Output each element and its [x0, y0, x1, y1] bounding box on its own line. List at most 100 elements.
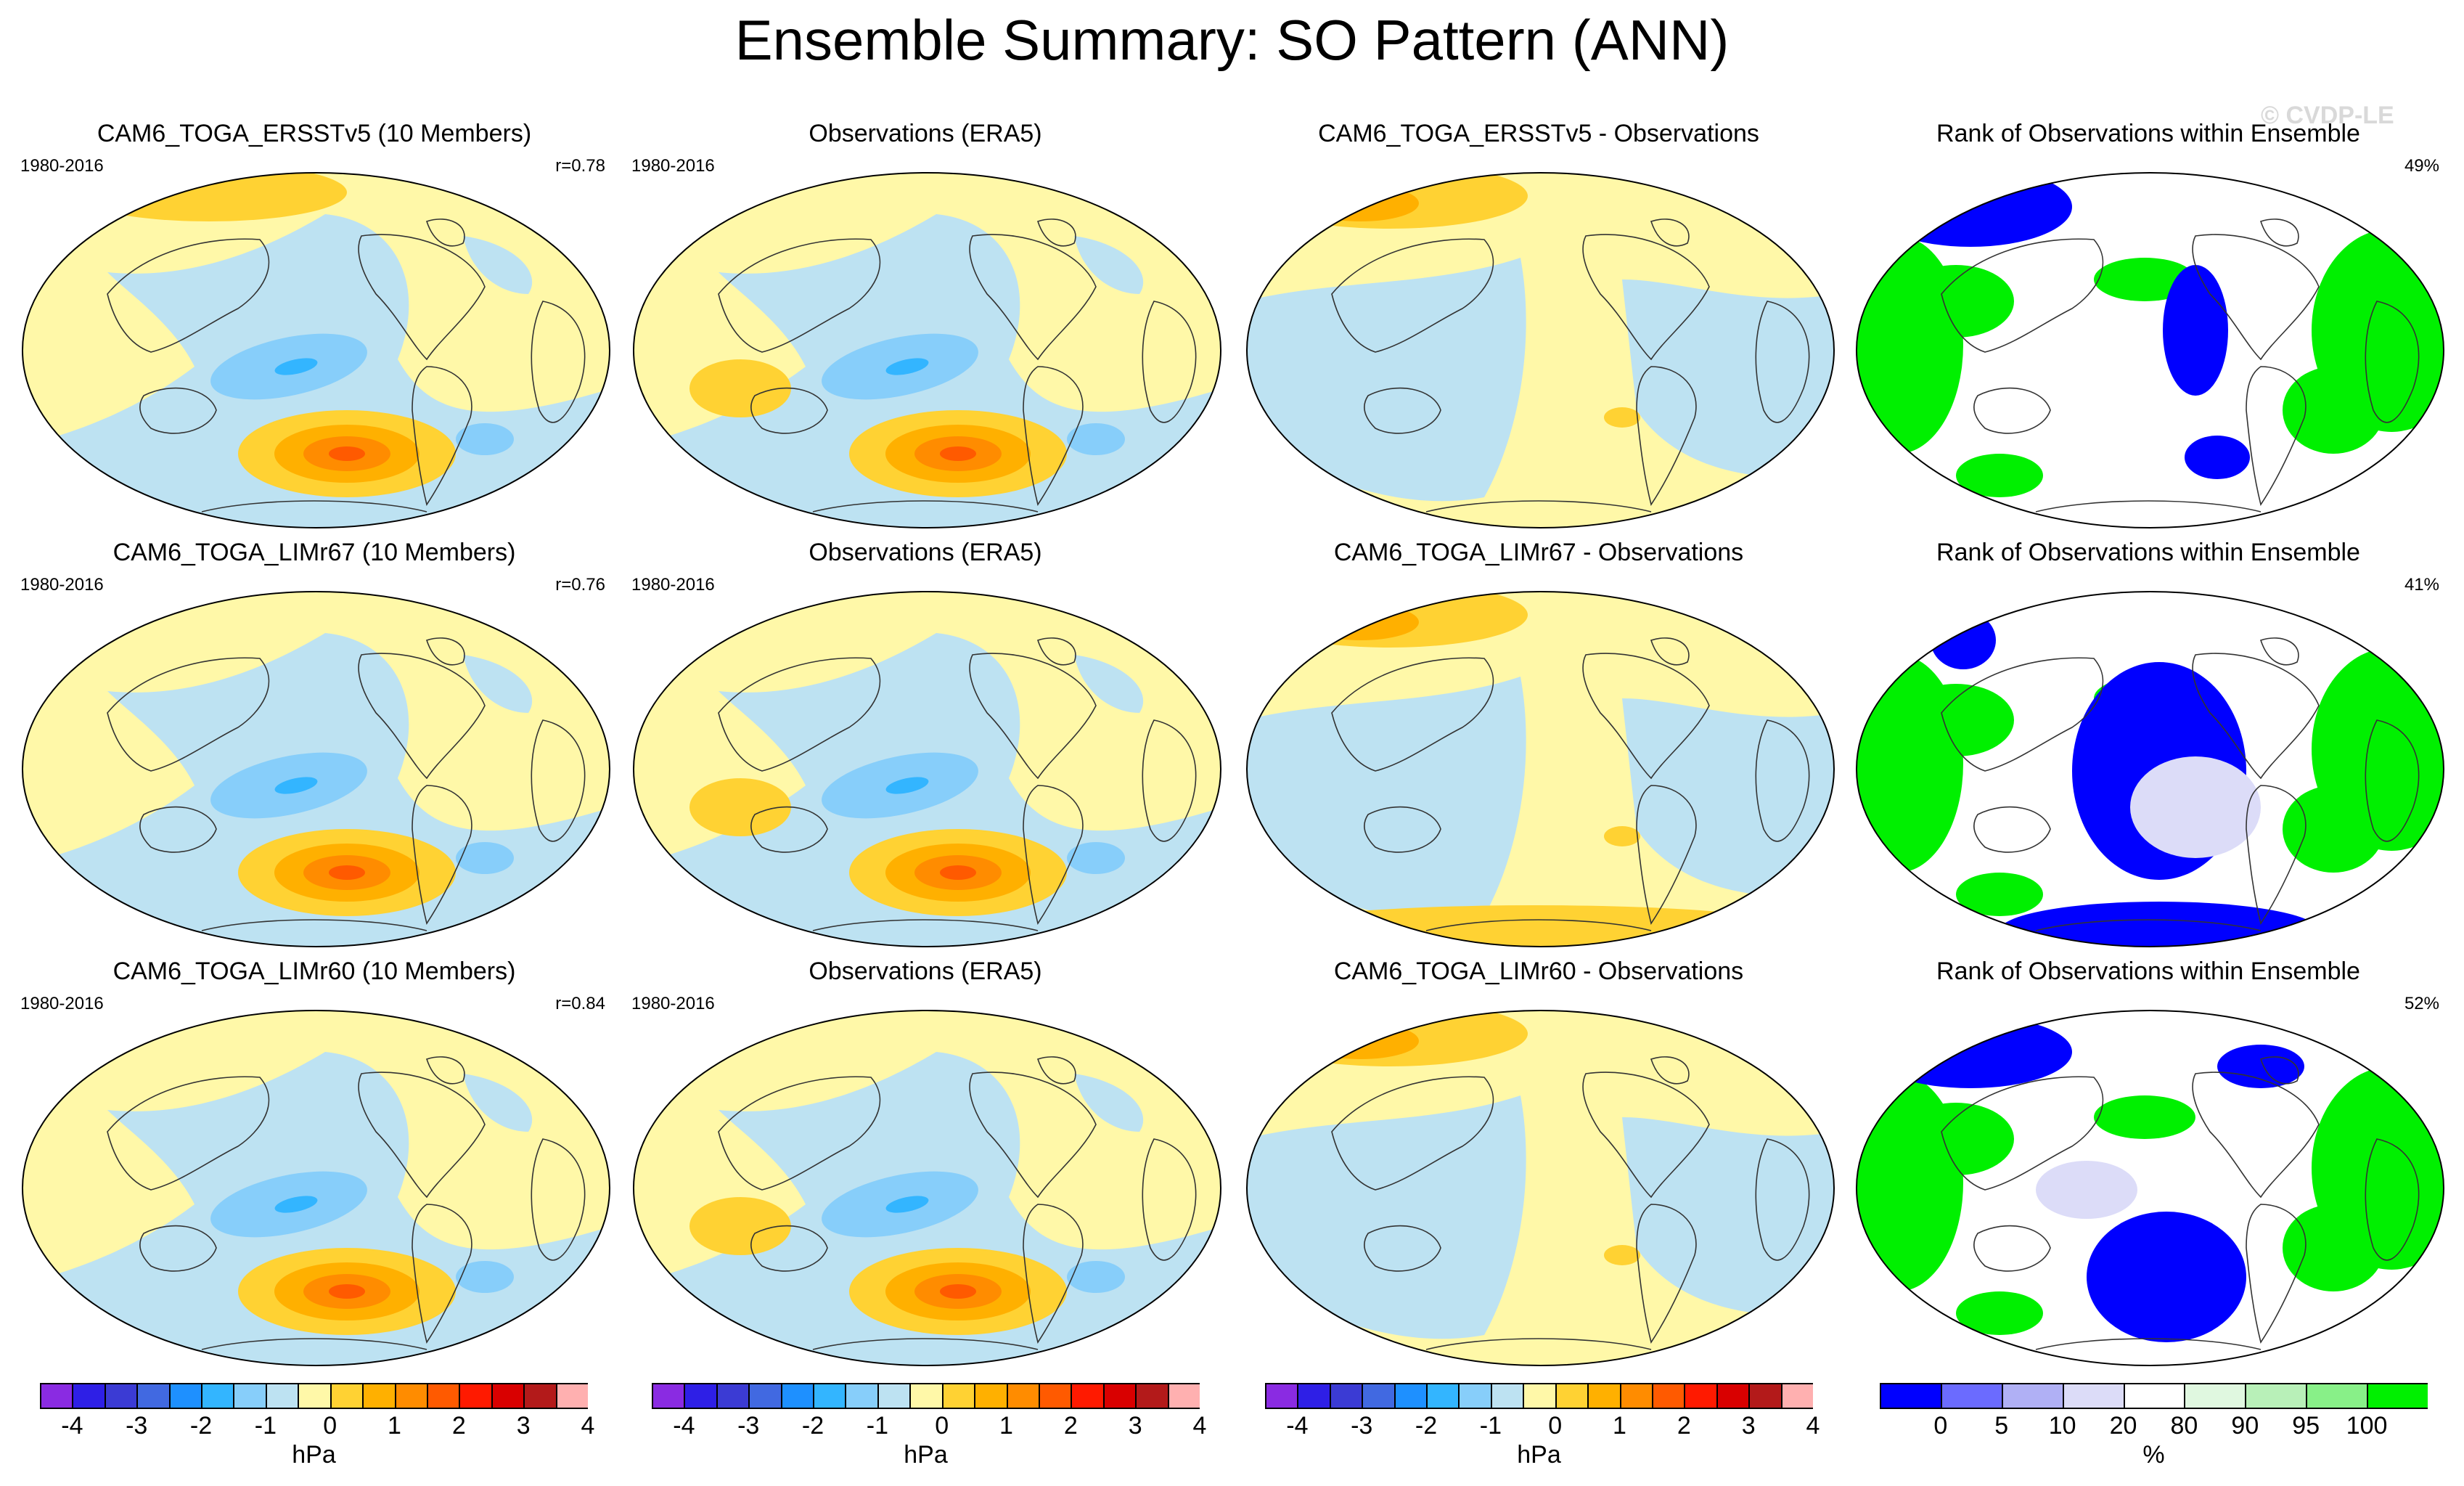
field-negative-core [1067, 1261, 1125, 1293]
coastline-asia [718, 238, 881, 353]
coastline-africa [531, 1138, 586, 1261]
colorbar-swatch [40, 1383, 73, 1409]
rank-region-high [1898, 1103, 2014, 1175]
colorbar-swatch [1780, 1383, 1814, 1409]
coastline-africa [1755, 301, 1810, 423]
rank-region-high [1898, 265, 2014, 338]
colorbar-tick-label: -3 [1351, 1412, 1373, 1440]
rank-region-high [2094, 1095, 2195, 1139]
colorbar-tick-label: 10 [2048, 1412, 2076, 1440]
panel-correlation: r=0.78 [555, 156, 605, 176]
colorbar-unit: % [2142, 1441, 2165, 1469]
field-negative-region [1074, 1074, 1144, 1132]
coastline-australia [1364, 387, 1441, 434]
coastline-north-america [1582, 1071, 1710, 1199]
field-positive-core [329, 446, 365, 461]
global-map [22, 1010, 610, 1366]
coastline-north-america [1582, 653, 1710, 780]
colorbar-swatch [298, 1383, 331, 1409]
coastline-south-america [2246, 366, 2307, 506]
panel-period: 1980-2016 [631, 156, 715, 176]
map-panel: Rank of Observations within Ensemble 41% [1847, 539, 2449, 960]
map-panel: CAM6_TOGA_LIMr67 - Observations [1237, 539, 1840, 960]
panel-rank-percent: 41% [2404, 575, 2439, 595]
coastline-antarctica [201, 1338, 427, 1350]
coastline-asia [1331, 657, 1494, 772]
colorbar-swatch [1651, 1383, 1685, 1409]
coastline-australia [1973, 387, 2051, 434]
field-negative-core [456, 423, 514, 455]
colorbar-swatch [974, 1383, 1007, 1409]
colorbar-swatch [1940, 1383, 2002, 1409]
colorbar-swatch [104, 1383, 137, 1409]
colorbar-tick-label: -1 [254, 1412, 277, 1440]
coastline-greenland [2259, 219, 2299, 247]
field-negative-region [463, 655, 533, 713]
map-panel: Observations (ERA5) 1980-2016 [624, 539, 1227, 960]
coastline-antarctica [201, 500, 427, 513]
coastline-asia [107, 238, 270, 353]
field-negative-core [885, 777, 929, 794]
panel-title: CAM6_TOGA_ERSSTv5 - Observations [1318, 120, 1759, 147]
panel-title: Observations (ERA5) [809, 120, 1042, 147]
coastline-asia [107, 657, 270, 772]
colorbar-tick-label: -3 [126, 1412, 148, 1440]
colorbar-tick-label: 0 [323, 1412, 337, 1440]
rank-region-low [1931, 611, 1996, 669]
coastline-greenland [2259, 637, 2299, 666]
coastline-north-america [358, 1071, 486, 1199]
field-negative-region [1247, 1095, 1526, 1339]
rank-region-low [2217, 1045, 2304, 1088]
colorbar-tick-label: -4 [61, 1412, 83, 1440]
colorbar-tick-label: 3 [1128, 1412, 1142, 1440]
coastline-antarctica [812, 1338, 1039, 1350]
colorbar-unit: hPa [292, 1441, 336, 1469]
colorbar-swatch [426, 1383, 459, 1409]
rank-region-low [2163, 265, 2228, 396]
field-positive-core [940, 446, 976, 461]
map-outline [22, 172, 610, 528]
colorbar-swatch [1135, 1383, 1168, 1409]
field-positive-region [1604, 826, 1640, 846]
coastline-australia [750, 387, 828, 434]
map-panel: CAM6_TOGA_ERSSTv5 (10 Members) 1980-2016 r… [13, 120, 615, 541]
coastline-africa [2365, 1138, 2420, 1261]
colorbar-swatch [652, 1383, 684, 1409]
colorbar-tick-label: 2 [1063, 1412, 1078, 1440]
global-map [1856, 172, 2444, 528]
map-outline [22, 1010, 610, 1366]
colorbar-tick-label: 4 [1192, 1412, 1207, 1440]
rank-region-mid [2036, 1161, 2137, 1219]
colorbar-swatch [168, 1383, 202, 1409]
coastline-north-america [2192, 653, 2320, 780]
field-positive-region [1604, 1245, 1640, 1265]
colorbar-swatch [555, 1383, 589, 1409]
colorbar-swatch [2184, 1383, 2246, 1409]
colorbar-tick-label: 20 [2109, 1412, 2137, 1440]
global-map [633, 1010, 1221, 1366]
colorbar-tick-label: -4 [673, 1412, 695, 1440]
rank-region-low [1869, 1016, 2072, 1088]
coastline-greenland [1650, 219, 1690, 247]
coastline-greenland [425, 1056, 465, 1085]
panel-period: 1980-2016 [631, 994, 715, 1013]
coastline-north-america [2192, 234, 2320, 361]
colorbar-swatch [394, 1383, 427, 1409]
map-panel: Rank of Observations within Ensemble 49% [1847, 120, 2449, 541]
map-fields [22, 592, 610, 947]
map-fields [22, 1011, 610, 1365]
coastline-south-america [412, 785, 472, 925]
rank-region-high [2283, 1204, 2384, 1291]
coastline-north-america [1582, 234, 1710, 361]
coastline-south-america [412, 366, 472, 506]
coastline-north-america [358, 653, 486, 780]
field-positive-region [689, 359, 791, 417]
coastline-south-america [1023, 785, 1084, 925]
colorbar-tick-label: -3 [737, 1412, 760, 1440]
field-negative-region [463, 236, 533, 294]
field-negative-core [456, 1261, 514, 1293]
coastline-australia [1973, 806, 2051, 853]
panel-period: 1980-2016 [20, 994, 104, 1013]
map-outline [633, 1010, 1221, 1366]
field-negative-region [1247, 258, 1526, 502]
